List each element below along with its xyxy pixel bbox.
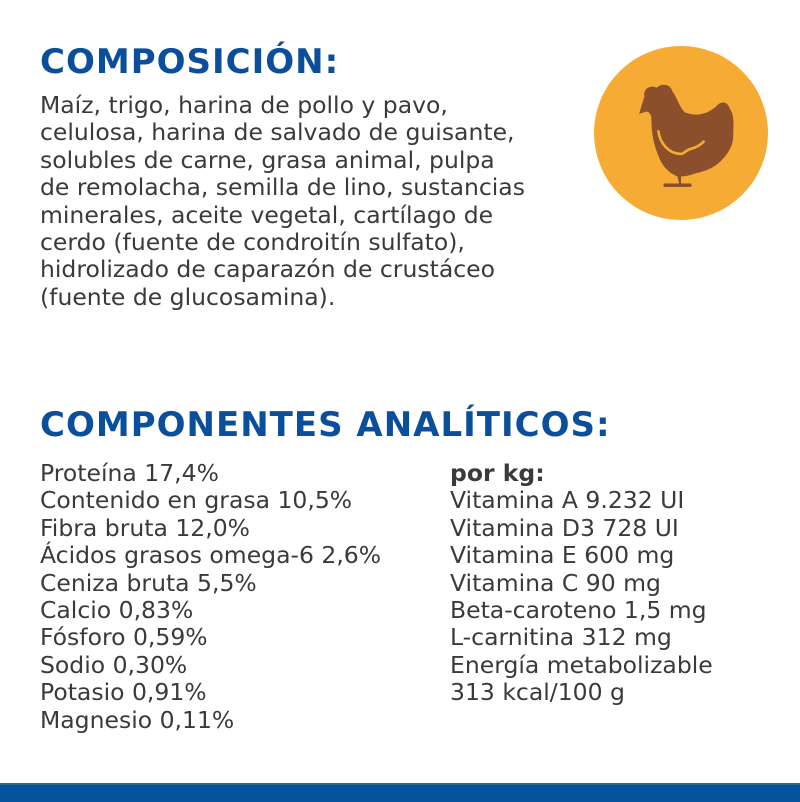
analytics-left-list: Proteína 17,4% Contenido en grasa 10,5% … — [40, 459, 382, 734]
composition-line: minerales, aceite vegetal, cartílago de — [40, 200, 494, 229]
chicken-badge — [594, 46, 768, 220]
composition-line: (fuente de glucosamina). — [40, 282, 336, 311]
analytics-title: COMPONENTES ANALÍTICOS: — [40, 405, 611, 445]
analytic-item: Proteína 17,4% — [40, 459, 219, 487]
vitamin-item: Vitamina D3 728 UI — [450, 513, 679, 542]
vitamin-item: L-carnitina 312 mg — [450, 623, 672, 652]
analytic-item: Contenido en grasa 10,5% — [40, 486, 353, 515]
analytic-item: Potasio 0,91% — [40, 678, 207, 707]
composition-line: Maíz, trigo, harina de pollo y pavo, — [40, 91, 448, 119]
vitamin-item: Energía metabolizable — [450, 650, 713, 679]
composition-line: hidrolizado de caparazón de crustáceo — [40, 255, 495, 284]
composition-line: solubles de carne, grasa animal, pulpa — [40, 145, 495, 174]
analytics-right-list: por kg: Vitamina A 9.232 UI Vitamina D3 … — [450, 459, 713, 707]
per-kg-heading: por kg: — [450, 459, 545, 487]
composition-text: Maíz, trigo, harina de pollo y pavo, cel… — [40, 91, 525, 311]
footer-bar — [0, 783, 800, 802]
analytic-item: Fósforo 0,59% — [40, 623, 208, 652]
composition-line: cerdo (fuente de condroitín sulfato), — [40, 228, 465, 257]
analytic-item: Ácidos grasos omega-6 2,6% — [40, 541, 382, 570]
analytic-item: Sodio 0,30% — [40, 650, 188, 679]
vitamin-item: Vitamina A 9.232 UI — [450, 486, 685, 515]
vitamin-item: 313 kcal/100 g — [450, 678, 625, 707]
analytic-item: Fibra bruta 12,0% — [40, 513, 250, 542]
composition-line: de remolacha, semilla de lino, sustancia… — [40, 173, 525, 202]
vitamin-item: Beta-caroteno 1,5 mg — [450, 596, 707, 625]
vitamin-item: Vitamina C 90 mg — [450, 568, 661, 597]
chicken-icon — [639, 84, 734, 187]
analytic-item: Ceniza bruta 5,5% — [40, 568, 257, 597]
vitamin-item: Vitamina E 600 mg — [450, 541, 675, 570]
analytic-item: Calcio 0,83% — [40, 596, 194, 625]
composition-title: COMPOSICIÓN: — [40, 42, 340, 82]
analytic-item: Magnesio 0,11% — [40, 705, 235, 734]
composition-line: celulosa, harina de salvado de guisante, — [40, 118, 515, 147]
